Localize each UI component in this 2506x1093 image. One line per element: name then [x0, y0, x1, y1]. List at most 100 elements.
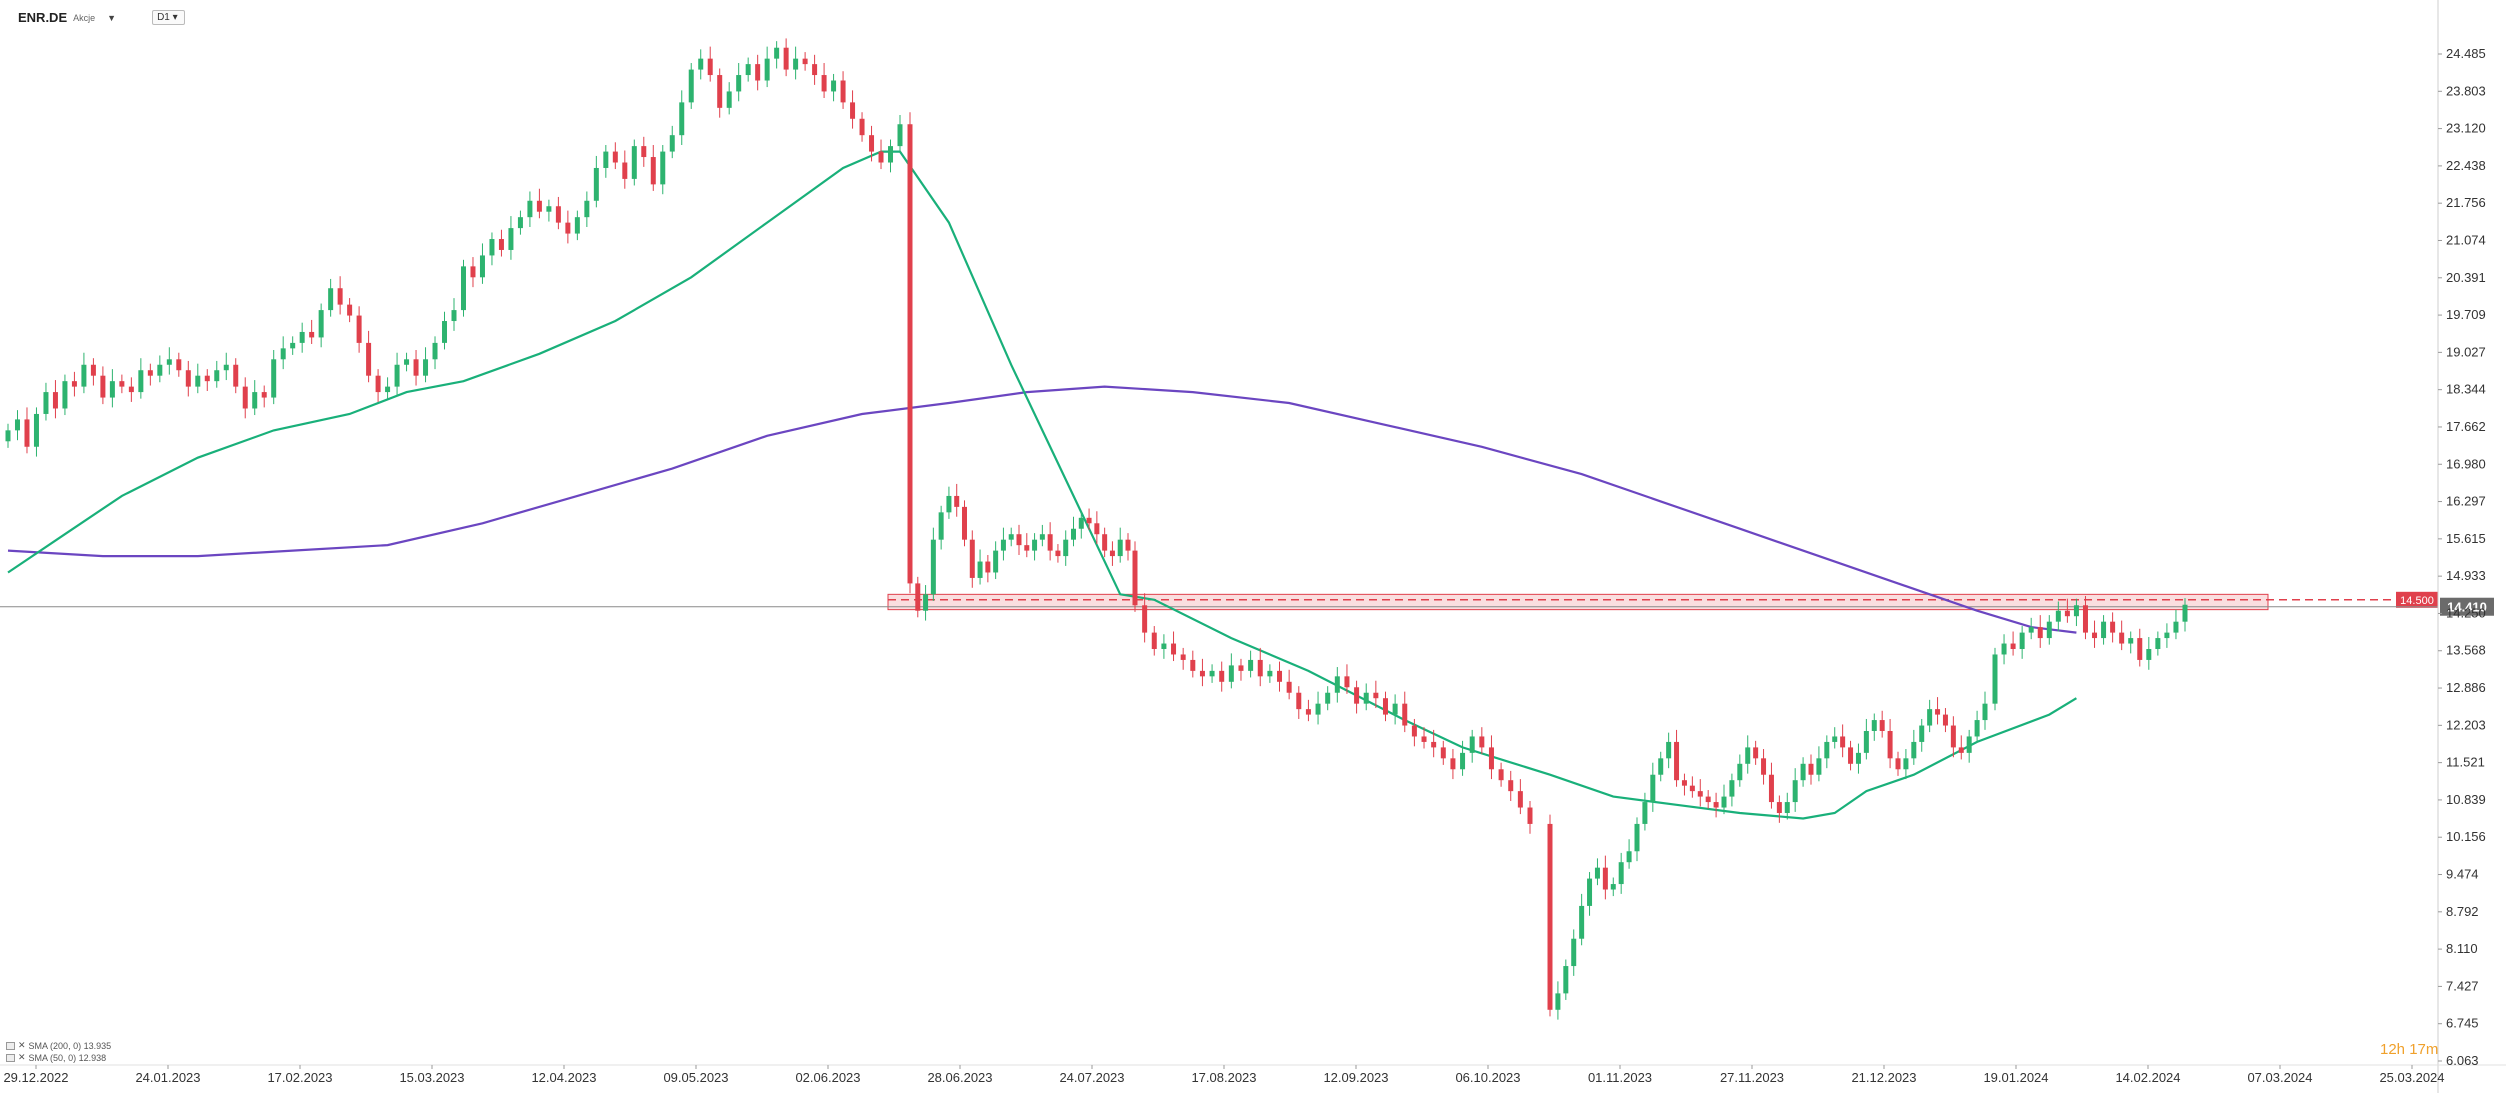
- candle-body: [1634, 823, 1640, 852]
- candle-body: [755, 64, 761, 81]
- candle-body: [938, 512, 944, 540]
- candle-body: [195, 375, 201, 387]
- candle-body: [328, 288, 334, 311]
- candle: [1911, 729, 1917, 765]
- candle: [2092, 620, 2098, 648]
- candle: [774, 41, 780, 69]
- candle: [1315, 691, 1321, 725]
- candle-body: [993, 550, 999, 573]
- candle-body: [2146, 649, 2152, 660]
- candle-body: [1887, 731, 1893, 759]
- candle: [1238, 658, 1244, 681]
- candle: [1776, 795, 1782, 823]
- candle-body: [1094, 523, 1100, 535]
- candle-body: [1527, 807, 1533, 824]
- candle-body: [650, 157, 656, 185]
- candle-body: [479, 255, 485, 278]
- candle: [1547, 814, 1553, 1017]
- candle: [977, 549, 983, 585]
- candle: [1132, 541, 1138, 612]
- candle-body: [1594, 867, 1600, 879]
- candle: [745, 57, 751, 82]
- candle-body: [423, 359, 429, 376]
- candle-body: [1228, 665, 1234, 682]
- timeframe-select[interactable]: D1 ▾: [152, 10, 185, 25]
- candle: [375, 369, 381, 402]
- candle-body: [2155, 638, 2161, 650]
- candle: [1219, 661, 1225, 692]
- candle: [2128, 631, 2134, 654]
- candle-body: [954, 495, 960, 507]
- legend-sma200[interactable]: ✕ SMA (200, 0) 13.935: [6, 1040, 111, 1051]
- candle: [470, 257, 476, 288]
- candle: [1094, 511, 1100, 545]
- y-tick-label: 24.485: [2446, 46, 2486, 61]
- y-tick-label: 22.438: [2446, 158, 2486, 173]
- candle-body: [888, 146, 894, 163]
- candle: [2173, 609, 2179, 640]
- candle: [356, 306, 362, 353]
- candle-body: [1142, 605, 1148, 633]
- candle: [1927, 699, 1933, 733]
- candle-body: [24, 419, 30, 447]
- candle-body: [1248, 659, 1254, 671]
- candle: [1382, 691, 1388, 722]
- candle-body: [1618, 862, 1624, 885]
- candle: [128, 377, 134, 402]
- candle-body: [1479, 736, 1485, 748]
- candle: [1078, 511, 1084, 539]
- candle: [498, 229, 504, 257]
- candle-body: [1547, 823, 1553, 1010]
- symbol-label[interactable]: ENR.DE: [18, 10, 68, 25]
- candle-body: [1966, 736, 1972, 753]
- legend-sma50[interactable]: ✕ SMA (50, 0) 12.938: [6, 1052, 106, 1063]
- candle: [1450, 749, 1456, 780]
- y-tick-label: 14.933: [2446, 568, 2486, 583]
- close-icon[interactable]: ✕: [18, 1052, 26, 1062]
- candle: [1209, 664, 1215, 683]
- candle: [1705, 790, 1711, 809]
- candle-body: [337, 288, 343, 305]
- candle: [1563, 959, 1569, 1000]
- candle-body: [897, 124, 903, 147]
- candle-body: [536, 200, 542, 212]
- candle-body: [2055, 610, 2061, 622]
- candle-body: [1642, 802, 1648, 824]
- candle: [812, 54, 818, 85]
- candle: [1571, 929, 1577, 976]
- x-tick-label: 19.01.2024: [1983, 1070, 2048, 1085]
- candle: [1228, 653, 1234, 689]
- candle-body: [2137, 638, 2143, 660]
- chevron-down-icon[interactable]: ▼: [107, 12, 117, 23]
- x-tick-label: 17.02.2023: [267, 1070, 332, 1085]
- candle-body: [100, 375, 106, 398]
- candle: [280, 336, 286, 370]
- candle: [1460, 740, 1466, 776]
- candle-body: [223, 364, 229, 371]
- candle-body: [1761, 758, 1767, 775]
- candle-body: [489, 239, 495, 256]
- settings-icon[interactable]: [6, 1041, 15, 1050]
- close-icon[interactable]: ✕: [18, 1040, 26, 1050]
- candle-body: [14, 419, 20, 431]
- candle-body: [517, 217, 523, 229]
- candle-body: [1392, 703, 1398, 715]
- candle: [1848, 740, 1854, 771]
- candle-body: [783, 47, 789, 70]
- settings-icon[interactable]: [6, 1053, 15, 1062]
- y-tick-label: 8.792: [2446, 904, 2479, 919]
- candle-body: [366, 342, 372, 376]
- x-tick-label: 12.04.2023: [531, 1070, 596, 1085]
- candle-body: [1460, 752, 1466, 770]
- candle-body: [470, 266, 476, 278]
- current-price-label: 14.410: [2447, 600, 2487, 615]
- candle: [1579, 893, 1585, 946]
- candle: [878, 139, 884, 170]
- candle: [1903, 749, 1909, 780]
- candle: [726, 82, 732, 115]
- candle: [2073, 598, 2079, 627]
- sma-lines: [7, 150, 2077, 820]
- x-tick-label: 14.02.2024: [2115, 1070, 2180, 1085]
- candle-body: [1190, 659, 1196, 671]
